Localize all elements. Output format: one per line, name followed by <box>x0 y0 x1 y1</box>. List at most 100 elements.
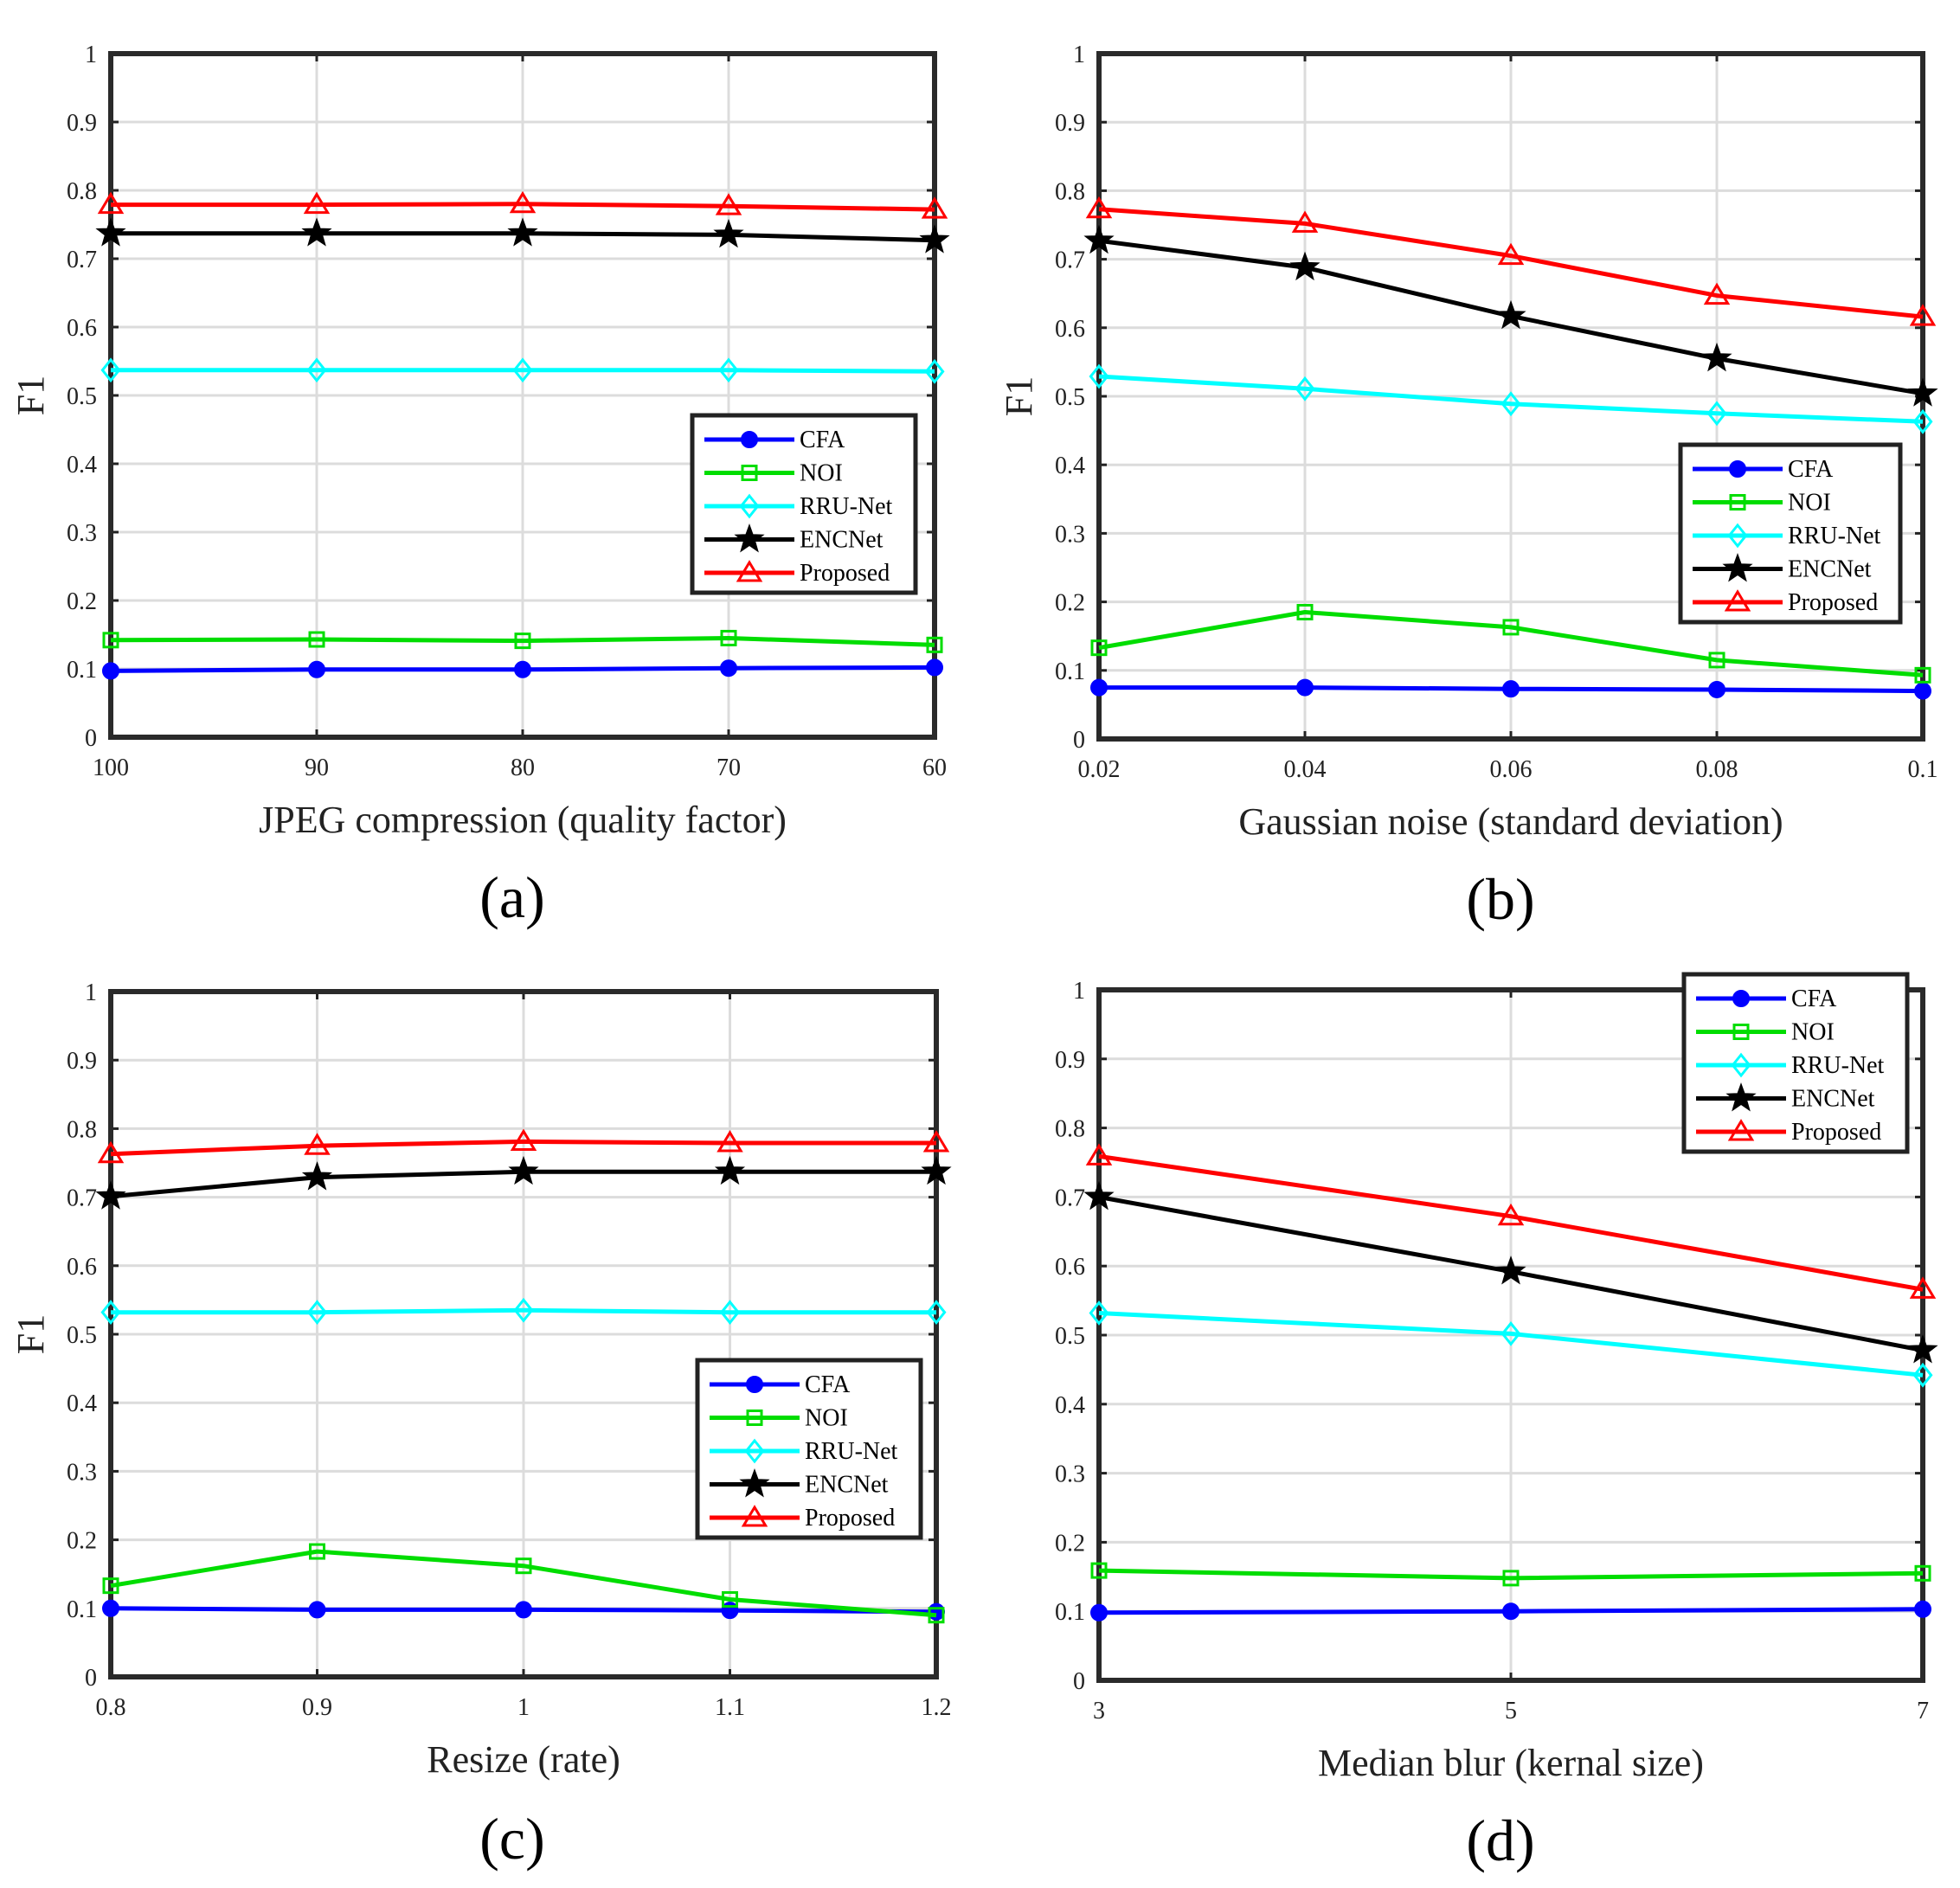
legend-label-encnet: ENCNet <box>1788 556 1872 583</box>
point-rru-net-4 <box>926 1300 947 1326</box>
xtick-label-2: 7 <box>1917 1698 1929 1724</box>
x-axis-label: Resize (rate) <box>427 1738 620 1781</box>
point-cfa-3 <box>721 1602 739 1620</box>
legend-label-noi: NOI <box>1791 1019 1835 1046</box>
xtick-label-0: 3 <box>1093 1698 1105 1724</box>
legend-marker-noi <box>746 1410 763 1426</box>
xtick-label-2: 0.06 <box>1490 756 1533 783</box>
point-proposed-1 <box>1291 210 1319 233</box>
series-proposed <box>1085 1143 1937 1299</box>
point-encnet-2 <box>1495 299 1526 330</box>
y-axis-label: F1 <box>998 376 1040 416</box>
point-noi-2 <box>514 633 531 650</box>
point-noi-0 <box>1090 639 1108 657</box>
series-proposed <box>97 1128 950 1164</box>
point-encnet-1 <box>301 217 332 247</box>
ytick-label-1: 0.1 <box>1055 1599 1085 1626</box>
point-noi-4 <box>1914 666 1931 684</box>
ytick-label-9: 0.9 <box>67 110 97 137</box>
ytick-label-0: 0 <box>85 1665 97 1692</box>
series-rru-net <box>1089 363 1933 434</box>
point-rru-net-0 <box>100 357 121 383</box>
ytick-label-7: 0.7 <box>67 247 97 273</box>
series-cfa <box>1090 678 1931 700</box>
point-noi-0 <box>1090 1562 1108 1579</box>
point-cfa-0 <box>102 1599 119 1617</box>
legend-entry-encnet: ENCNet <box>704 523 884 554</box>
legend-entry-cfa: CFA <box>1696 986 1837 1012</box>
point-cfa-3 <box>1708 680 1725 698</box>
ytick-label-3: 0.3 <box>1055 521 1085 548</box>
legend-entry-noi: NOI <box>710 1405 848 1432</box>
ytick-label-7: 0.7 <box>67 1185 97 1212</box>
point-cfa-2 <box>514 660 531 678</box>
point-noi-1 <box>308 631 325 648</box>
ytick-label-6: 0.6 <box>1055 1254 1085 1281</box>
ytick-label-0: 0 <box>85 725 97 752</box>
point-cfa-2 <box>1914 1600 1931 1618</box>
series-encnet <box>1083 224 1938 407</box>
point-rru-net-0 <box>100 1300 121 1326</box>
legend-marker-cfa <box>1729 460 1746 478</box>
ytick-label-0: 0 <box>1073 1668 1085 1695</box>
point-proposed-3 <box>717 1130 743 1153</box>
legend-entry-cfa: CFA <box>704 427 845 453</box>
point-noi-1 <box>1296 603 1314 620</box>
point-cfa-1 <box>308 660 325 678</box>
legend-label-cfa: CFA <box>805 1371 851 1398</box>
legend-label-rru-net: RRU-Net <box>1791 1052 1885 1079</box>
y-axis-label: F1 <box>10 1314 52 1354</box>
point-encnet-0 <box>1083 224 1115 254</box>
series-noi <box>102 1543 945 1624</box>
point-encnet-3 <box>1701 342 1732 372</box>
series-rru-net <box>100 1297 947 1326</box>
legend-label-proposed: Proposed <box>1788 589 1878 616</box>
series-rru-net <box>100 357 945 384</box>
point-cfa-4 <box>928 1602 945 1621</box>
ytick-label-4: 0.4 <box>67 1390 97 1417</box>
legend-label-cfa: CFA <box>1788 456 1834 483</box>
point-rru-net-3 <box>1706 401 1727 427</box>
point-rru-net-3 <box>718 357 739 383</box>
x-axis-label: JPEG compression (quality factor) <box>259 799 787 841</box>
point-proposed-1 <box>1497 1203 1525 1226</box>
series-noi <box>1090 603 1931 684</box>
point-noi-2 <box>515 1557 532 1575</box>
ytick-label-5: 0.5 <box>67 1322 97 1349</box>
line-proposed <box>111 202 935 212</box>
point-proposed-1 <box>303 191 331 215</box>
ytick-label-4: 0.4 <box>1055 453 1085 479</box>
point-rru-net-2 <box>1912 1362 1933 1388</box>
legend: CFA NOI RRU-Net ENCNet Proposed <box>1678 442 1903 625</box>
ytick-label-2: 0.2 <box>67 588 97 615</box>
ytick-label-5: 0.5 <box>67 383 97 410</box>
legend-entry-encnet: ENCNet <box>710 1468 889 1499</box>
point-encnet-4 <box>1907 377 1938 407</box>
panel-caption: (d) <box>1466 1808 1534 1873</box>
point-encnet-4 <box>921 1155 952 1185</box>
x-axis-label: Median blur (kernal size) <box>1318 1742 1704 1784</box>
legend: CFA NOI RRU-Net ENCNet Proposed <box>1681 972 1910 1154</box>
series-noi <box>102 629 943 653</box>
legend-entry-cfa: CFA <box>710 1371 851 1398</box>
ytick-label-7: 0.7 <box>1055 247 1085 274</box>
point-cfa-2 <box>1502 680 1520 698</box>
xtick-label-1: 0.9 <box>302 1694 332 1721</box>
legend-label-proposed: Proposed <box>1791 1119 1881 1146</box>
point-encnet-4 <box>919 224 950 254</box>
ytick-label-3: 0.3 <box>1055 1461 1085 1488</box>
legend-entry-proposed: Proposed <box>704 560 890 587</box>
point-rru-net-1 <box>306 1300 328 1326</box>
point-noi-3 <box>720 629 737 646</box>
ytick-label-7: 0.7 <box>1055 1185 1085 1211</box>
point-cfa-1 <box>1296 678 1314 697</box>
series-proposed <box>1085 196 1937 326</box>
ytick-label-3: 0.3 <box>67 520 97 547</box>
legend-marker-proposed <box>741 1505 768 1527</box>
legend: CFA NOI RRU-Net ENCNet Proposed <box>695 1358 923 1540</box>
series-cfa <box>1090 1600 1931 1621</box>
point-proposed-0 <box>97 191 125 215</box>
point-encnet-0 <box>1083 1180 1115 1211</box>
legend-marker-rru-net <box>744 1438 765 1464</box>
ytick-label-8: 0.8 <box>1055 178 1085 205</box>
